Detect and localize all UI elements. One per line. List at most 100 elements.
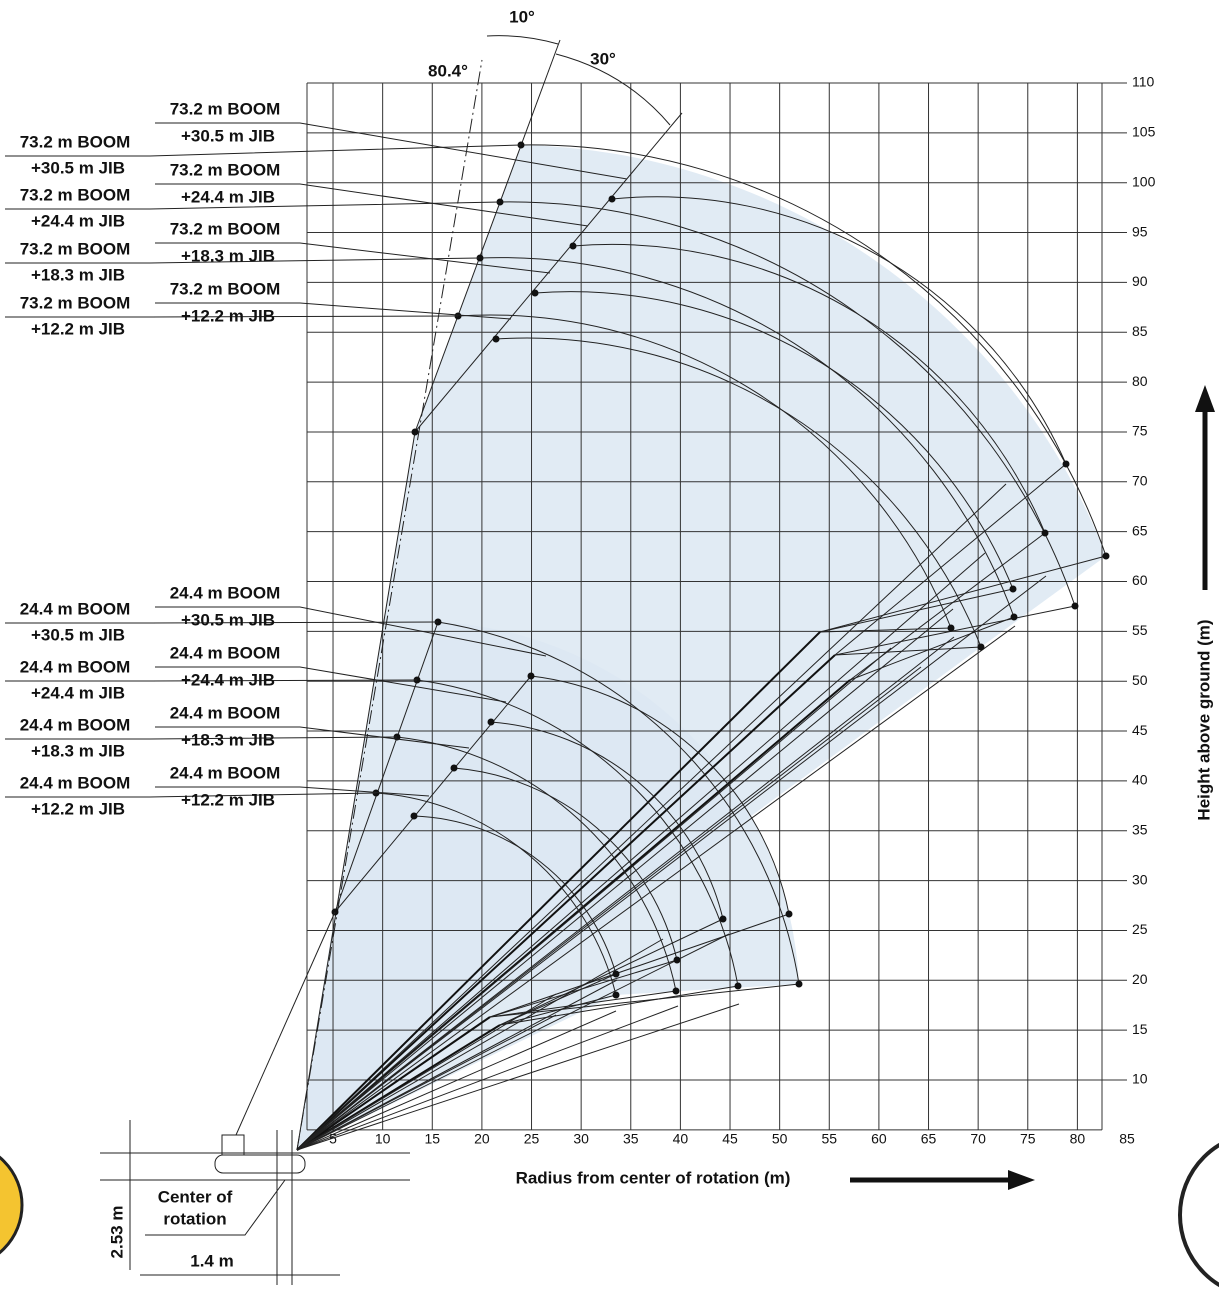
boom-label: 73.2 m BOOM (20, 185, 131, 204)
jib-line (489, 913, 790, 1018)
working-arc (396, 736, 677, 992)
boom (296, 933, 730, 1151)
tip-dot (612, 991, 620, 999)
working-arc (453, 767, 678, 961)
y-tick-label: 25 (1132, 921, 1148, 937)
dim-leader (145, 1179, 286, 1236)
boom-label: 24.4 m BOOM (20, 657, 131, 676)
boom (296, 59, 483, 1151)
working-arc (499, 201, 1076, 607)
boom-label: 24.4 m BOOM (170, 583, 281, 602)
tip-dot (795, 980, 803, 988)
leader-line (5, 736, 398, 740)
jib-line (334, 621, 439, 913)
y-tick-label: 75 (1132, 423, 1148, 439)
tip-dot (1071, 602, 1079, 610)
center-label: rotation (163, 1209, 226, 1228)
tip-dot (612, 970, 620, 978)
working-arc (534, 291, 1014, 590)
leader-line (155, 726, 470, 749)
working-arc (572, 243, 1046, 534)
jib-line (849, 616, 1015, 681)
boom (296, 631, 821, 1151)
leader-line (5, 315, 459, 318)
boom (296, 666, 922, 1151)
jib-label: +24.4 m JIB (181, 187, 275, 206)
boom (296, 575, 1047, 1151)
boom (296, 647, 892, 1151)
jib-line (819, 555, 1107, 633)
jib-line (834, 605, 1076, 656)
jib-line (489, 983, 800, 1018)
offset-dim: 1.4 m (190, 1251, 233, 1270)
x-tick-label: 30 (573, 1131, 589, 1147)
arrow-head (1008, 1170, 1035, 1190)
boom (296, 938, 664, 1151)
crane-body (221, 1134, 245, 1156)
boom (296, 636, 955, 1151)
working-arc (413, 815, 617, 975)
boom (296, 1010, 617, 1151)
boom-label: 73.2 m BOOM (20, 132, 131, 151)
boom (296, 1016, 491, 1151)
boom-label: 73.2 m BOOM (170, 279, 281, 298)
x-tick-label: 80 (1070, 1131, 1086, 1147)
tip-dot (608, 195, 616, 203)
tip-dot (410, 812, 418, 820)
y-tick-label: 55 (1132, 622, 1148, 638)
boom-label: 24.4 m BOOM (20, 773, 131, 792)
tip-dot (450, 764, 458, 772)
logo-right (1178, 1142, 1219, 1288)
tip-dot (411, 428, 419, 436)
tip-dot (1009, 585, 1017, 593)
leader-line (155, 183, 589, 227)
working-arc (611, 196, 1067, 465)
boom-label: 24.4 m BOOM (170, 643, 281, 662)
y-tick-label: 60 (1132, 572, 1148, 588)
tip-dot (487, 718, 495, 726)
crane-mast (235, 911, 336, 1136)
y-tick-label: 85 (1132, 323, 1148, 339)
working-arc (495, 337, 982, 648)
x-tick-label: 75 (1020, 1131, 1036, 1147)
tip-dot (1102, 552, 1110, 560)
boom (296, 608, 954, 1151)
boom (296, 552, 986, 1151)
jib-line (334, 675, 532, 913)
tip-dot (527, 672, 535, 680)
leader-line (5, 621, 439, 624)
arrow-head (1195, 385, 1215, 412)
y-tick-label: 105 (1132, 124, 1156, 140)
logo-left (0, 1155, 24, 1255)
crane-track (214, 1154, 306, 1174)
tip-dot (672, 987, 680, 995)
working-arc (416, 679, 739, 987)
y-tick-label: 30 (1132, 871, 1148, 887)
jib-label: +12.2 m JIB (181, 306, 275, 325)
boom (296, 625, 1016, 1151)
boom (296, 993, 557, 1151)
boom (296, 1005, 679, 1151)
jib-line (499, 985, 739, 1026)
range-area-lower (297, 622, 799, 1150)
x-tick-label: 25 (524, 1131, 540, 1147)
x-tick-label: 60 (871, 1131, 887, 1147)
jib-label: +12.2 m JIB (31, 799, 125, 818)
boom-label: 73.2 m BOOM (20, 293, 131, 312)
jib-label: +18.3 m JIB (31, 741, 125, 760)
boom (296, 979, 618, 1151)
y-tick-label: 70 (1132, 473, 1148, 489)
jib-label: +12.2 m JIB (31, 319, 125, 338)
x-axis-title: Radius from center of rotation (m) (516, 1168, 791, 1187)
x-tick-label: 35 (623, 1131, 639, 1147)
tip-dot (569, 242, 577, 250)
jib-label: +30.5 m JIB (181, 610, 275, 629)
boom-label: 73.2 m BOOM (170, 160, 281, 179)
working-arc (530, 675, 790, 915)
boom-label: 24.4 m BOOM (20, 599, 131, 618)
y-tick-label: 15 (1132, 1021, 1148, 1037)
center-label: Center of (158, 1187, 233, 1206)
jib-label: +30.5 m JIB (181, 126, 275, 145)
jib-line (834, 646, 982, 656)
